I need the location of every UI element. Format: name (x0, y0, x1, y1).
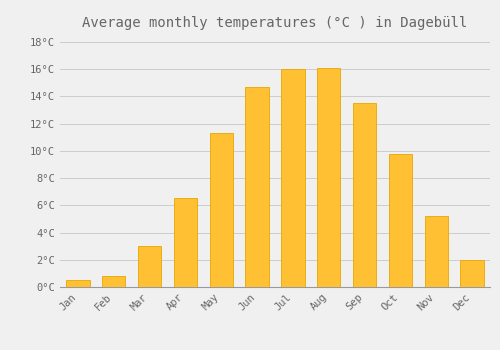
Bar (174, 198, 197, 287)
Bar (246, 87, 268, 287)
Bar (317, 68, 340, 287)
Bar (102, 276, 126, 287)
Bar (424, 216, 448, 287)
Bar (138, 246, 161, 287)
Bar (66, 280, 90, 287)
Bar (460, 260, 483, 287)
Bar (210, 133, 233, 287)
Bar (389, 154, 412, 287)
Bar (353, 103, 376, 287)
Bar (282, 69, 304, 287)
Title: Average monthly temperatures (°C ) in Dagebüll: Average monthly temperatures (°C ) in Da… (82, 16, 468, 30)
